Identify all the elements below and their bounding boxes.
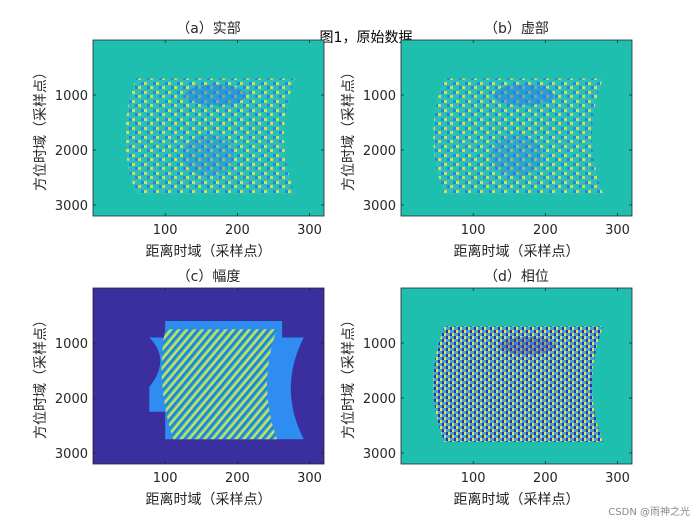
y-tick-label: 1000 xyxy=(363,89,396,104)
axes-frame xyxy=(92,287,325,465)
x-axis-label: 距离时域（采样点） xyxy=(454,243,580,260)
panel-title: （a）实部 xyxy=(176,21,241,37)
signal-hotspot xyxy=(183,134,234,177)
panel-title: （c）幅度 xyxy=(177,269,241,285)
x-tick-label: 100 xyxy=(461,471,486,486)
y-tick-label: 1000 xyxy=(363,337,396,352)
amplitude-texture xyxy=(161,329,278,440)
y-tick-label: 2000 xyxy=(55,144,88,159)
y-tick-label: 2000 xyxy=(363,392,396,407)
y-tick-label: 3000 xyxy=(55,447,88,462)
x-tick-label: 300 xyxy=(297,223,322,238)
panel-title: （d）相位 xyxy=(484,269,549,285)
axes-frame xyxy=(92,39,325,217)
y-axis-label: 方位时域（采样点） xyxy=(341,313,357,439)
x-tick-label: 200 xyxy=(225,471,250,486)
figure-title: 图1，原始数据 xyxy=(320,30,413,46)
axes-frame xyxy=(400,287,633,465)
panel-title: （b）虚部 xyxy=(484,21,549,37)
y-axis-label: 方位时域（采样点） xyxy=(341,65,357,191)
y-tick-label: 1000 xyxy=(55,337,88,352)
phase-hotspot xyxy=(499,336,556,355)
y-tick-label: 2000 xyxy=(55,392,88,407)
signal-region xyxy=(125,78,296,194)
x-tick-label: 100 xyxy=(461,223,486,238)
y-tick-label: 1000 xyxy=(55,89,88,104)
y-tick-label: 2000 xyxy=(363,144,396,159)
x-tick-label: 100 xyxy=(153,471,178,486)
signal-hotspot xyxy=(491,134,542,177)
x-tick-label: 300 xyxy=(605,223,630,238)
phase-region xyxy=(433,326,604,442)
x-axis-label: 距离时域（采样点） xyxy=(146,491,272,508)
axes-frame xyxy=(400,39,633,217)
x-tick-label: 200 xyxy=(533,223,558,238)
y-tick-label: 3000 xyxy=(363,447,396,462)
x-tick-label: 200 xyxy=(533,471,558,486)
x-tick-label: 300 xyxy=(605,471,630,486)
x-tick-label: 100 xyxy=(153,223,178,238)
y-tick-label: 3000 xyxy=(55,199,88,214)
y-axis-label: 方位时域（采样点） xyxy=(33,313,49,439)
x-tick-label: 200 xyxy=(225,223,250,238)
x-axis-label: 距离时域（采样点） xyxy=(146,243,272,260)
signal-hotspot xyxy=(185,84,246,106)
watermark: CSDN @雨神之光 xyxy=(608,505,690,518)
x-axis-label: 距离时域（采样点） xyxy=(454,491,580,508)
signal-region xyxy=(433,78,604,194)
signal-hotspot xyxy=(493,84,554,106)
x-tick-label: 300 xyxy=(297,471,322,486)
y-axis-label: 方位时域（采样点） xyxy=(33,65,49,191)
y-tick-label: 3000 xyxy=(363,199,396,214)
